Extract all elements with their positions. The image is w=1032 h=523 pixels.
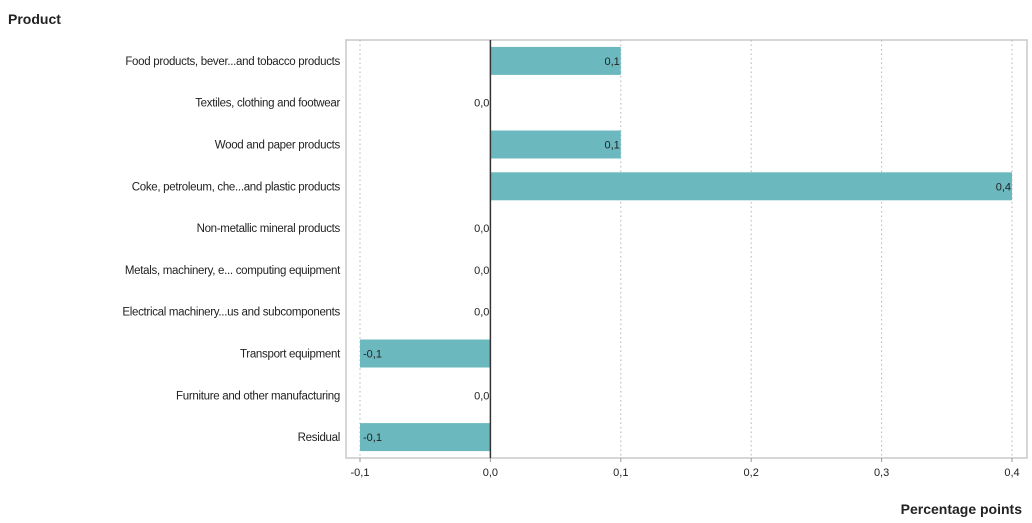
x-tick-label: 0,3 xyxy=(874,467,889,479)
category-label: Textiles, clothing and footwear xyxy=(195,98,340,110)
data-label: -0,1 xyxy=(363,432,382,444)
data-label: 0,4 xyxy=(996,181,1011,193)
data-label: 0,0 xyxy=(474,223,489,235)
category-label: Wood and paper products xyxy=(215,140,341,152)
plot-frame xyxy=(345,39,1028,459)
data-label: 0,1 xyxy=(605,56,620,68)
category-label: Metals, machinery, e... computing equipm… xyxy=(125,265,341,277)
data-label: -0,1 xyxy=(363,349,382,361)
x-tick-label: 0,0 xyxy=(483,467,498,479)
x-tick-label: 0,4 xyxy=(1004,467,1019,479)
data-label: 0,0 xyxy=(474,98,489,110)
category-label: Furniture and other manufacturing xyxy=(176,390,340,402)
bars xyxy=(360,46,1012,452)
bar xyxy=(360,339,491,368)
category-labels: Food products, bever...and tobacco produ… xyxy=(122,56,341,444)
data-labels: 0,1 0,0 0,1 0,4 0,0 0,0 0,0 -0,1 0,0 -0,1 xyxy=(363,56,1011,444)
bar xyxy=(360,423,491,452)
data-label: 0,1 xyxy=(605,140,620,152)
category-label: Electrical machinery...us and subcompone… xyxy=(122,307,340,319)
category-label: Food products, bever...and tobacco produ… xyxy=(125,56,340,68)
data-label: 0,0 xyxy=(474,390,489,402)
category-label: Non-metallic mineral products xyxy=(197,223,341,235)
x-tick-labels: -0,1 0,0 0,1 0,2 0,3 0,4 xyxy=(351,458,1020,479)
data-label: 0,0 xyxy=(474,265,489,277)
x-tick-label: -0,1 xyxy=(351,467,370,479)
x-axis-title: Percentage points xyxy=(901,501,1023,517)
x-tick-label: 0,1 xyxy=(613,467,628,479)
chart-title: Product xyxy=(8,11,61,27)
bar xyxy=(490,130,621,159)
bar xyxy=(490,172,1012,201)
category-label: Transport equipment xyxy=(240,349,341,361)
category-label: Residual xyxy=(298,432,340,444)
x-tick-label: 0,2 xyxy=(744,467,759,479)
gridlines xyxy=(359,40,1013,458)
bar xyxy=(490,46,621,75)
category-label: Coke, petroleum, che...and plastic produ… xyxy=(132,181,341,193)
data-label: 0,0 xyxy=(474,307,489,319)
